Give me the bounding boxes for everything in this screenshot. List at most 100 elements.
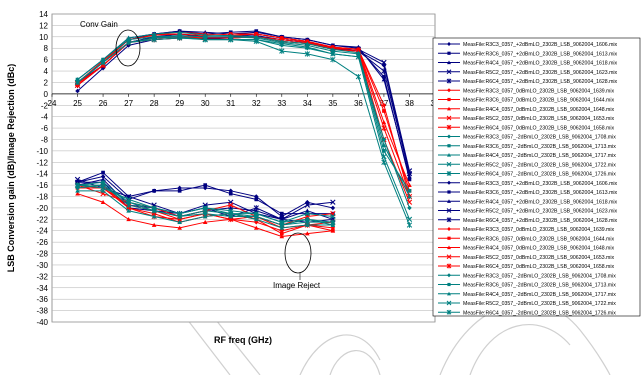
legend-marker — [447, 199, 451, 203]
data-point — [330, 47, 336, 52]
data-point — [254, 197, 259, 202]
data-point — [279, 40, 285, 47]
legend-item: MeasFile:R5C2_0357_-2dBmLO_2302B_LSB_906… — [438, 161, 616, 168]
series-line — [77, 37, 410, 226]
legend-marker — [447, 153, 451, 157]
y-tick-label: 8 — [44, 44, 49, 53]
legend-label: MeasFile:R5C2_0357_+2dBmLO_2302B_LSB_906… — [463, 209, 618, 215]
data-point — [304, 202, 311, 208]
legend-marker — [447, 180, 451, 185]
data-point — [279, 211, 284, 216]
series-23 — [75, 191, 336, 239]
data-point — [125, 202, 132, 208]
data-point — [203, 211, 208, 216]
legend-item: MeasFile:R3C3_0357_-2dBmLO_2302B_LSB_906… — [438, 134, 616, 141]
legend-item: MeasFile:R3C6_0357_+2dBmLO_2302B_LSB_906… — [438, 190, 618, 196]
legend-label: MeasFile:R3C3_0357_0dBmLO_2302B_LSB_9062… — [463, 227, 615, 233]
series-28 — [75, 188, 336, 230]
y-tick-label: 6 — [44, 56, 49, 65]
data-point — [100, 59, 106, 66]
series-15 — [74, 35, 413, 228]
legend-marker — [446, 69, 452, 75]
data-point — [151, 222, 157, 227]
y-tick-label: -40 — [36, 318, 48, 327]
data-point — [152, 34, 156, 39]
y-tick-label: -22 — [36, 215, 48, 224]
y-tick-label: -38 — [36, 307, 48, 316]
data-point — [253, 31, 259, 36]
data-point — [125, 196, 132, 203]
legend-label: MeasFile:R4C4_0357_0dBmLO_2302B_LSB_9062… — [463, 107, 615, 113]
y-tick-label: -20 — [36, 204, 48, 213]
legend-item: MeasFile:R4C4_0357_-2dBmLO_2302B_LSB_906… — [438, 153, 616, 159]
data-point — [304, 219, 310, 225]
data-point — [330, 56, 336, 63]
data-point — [101, 170, 105, 175]
y-axis-title: LSB Conversion gain (dB)/Image Rejection… — [6, 64, 16, 273]
legend-item: MeasFile:R6C4_0357_+2dBmLO_2302B_LSB_906… — [438, 78, 618, 85]
data-point — [100, 174, 106, 179]
legend-marker — [447, 291, 451, 296]
legend-marker — [447, 227, 451, 231]
legend-item: MeasFile:R5C2_0357_0dBmLO_2302B_LSB_9062… — [438, 254, 615, 261]
legend-marker — [447, 273, 451, 278]
y-tick-label: -6 — [41, 124, 49, 133]
data-point — [228, 202, 234, 208]
data-point — [305, 231, 310, 236]
data-point — [355, 73, 362, 80]
data-point — [228, 191, 233, 196]
legend-label: MeasFile:R4C4_0357_+2dBmLO_2302B_LSB_906… — [463, 199, 618, 205]
x-tick-label: 24 — [48, 99, 57, 108]
data-point — [381, 77, 387, 82]
data-point — [100, 57, 106, 62]
legend-item: MeasFile:R3C6_0357_-2dBmLO_2302B_LSB_906… — [438, 283, 616, 289]
legend-marker — [447, 60, 451, 65]
legend-marker — [446, 115, 452, 121]
legend-marker — [447, 106, 451, 111]
data-point — [100, 199, 106, 205]
legend-label: MeasFile:R4C4_0357_+2dBmLO_2302B_LSB_906… — [463, 61, 618, 67]
legend-marker — [447, 51, 451, 55]
legend-marker — [446, 300, 452, 306]
legend-item: MeasFile:R3C6_0357_0dBmLO_2302B_LSB_9062… — [438, 236, 615, 242]
legend-label: MeasFile:R3C3_0357_-2dBmLO_2302B_LSB_906… — [463, 135, 616, 141]
legend-marker — [446, 254, 452, 260]
data-point — [381, 59, 387, 66]
legend-label: MeasFile:R6C4_0357_+2dBmLO_2302B_LSB_906… — [463, 218, 618, 224]
legend-marker — [446, 309, 452, 315]
y-tick-label: -16 — [36, 181, 48, 190]
legend-label: MeasFile:R3C3_0357_+2dBmLO_2302B_LSB_906… — [463, 42, 618, 48]
legend-item: MeasFile:R3C6_0357_+2dBmLO_2302B_LSB_906… — [438, 51, 618, 57]
legend-item: MeasFile:R3C6_0357_-2dBmLO_2302B_LSB_906… — [438, 144, 616, 150]
data-point — [279, 222, 285, 228]
x-axis-title: RF freq (GHz) — [214, 335, 272, 345]
data-point — [152, 211, 156, 216]
legend-marker — [447, 42, 451, 46]
data-point — [126, 208, 131, 213]
data-point — [202, 32, 208, 37]
y-tick-label: 14 — [39, 10, 48, 19]
y-tick-label: -28 — [36, 250, 48, 259]
data-point — [75, 191, 80, 196]
y-tick-label: 10 — [39, 33, 48, 42]
data-point — [279, 48, 285, 54]
data-point — [177, 225, 182, 230]
y-tick-label: -2 — [41, 101, 49, 110]
x-tick-label: 25 — [73, 99, 82, 108]
data-point — [75, 188, 80, 193]
data-point — [381, 68, 387, 74]
legend-item: MeasFile:R3C3_0357_-2dBmLO_2302B_LSB_906… — [438, 273, 616, 279]
y-axis: 14 12 10 8 6 4 2 0 -2 -4 -6 -8 -10 -12 -14 -16 -18 -20 -22… — [36, 10, 48, 327]
data-point — [151, 208, 157, 214]
data-point — [381, 159, 387, 166]
legend-marker — [447, 144, 451, 148]
data-point — [382, 149, 386, 153]
data-point — [177, 29, 182, 35]
legend-item: MeasFile:R3C3_0357_0dBmLO_2302B_LSB_9062… — [438, 227, 615, 233]
data-point — [304, 210, 311, 217]
legend-item: MeasFile:R5C2_0357_+2dBmLO_2302B_LSB_906… — [438, 208, 618, 215]
legend-item: MeasFile:R5C2_0357_0dBmLO_2302B_LSB_9062… — [438, 115, 615, 122]
y-tick-label: -32 — [36, 272, 48, 281]
data-point — [75, 77, 80, 82]
data-point — [253, 213, 259, 220]
